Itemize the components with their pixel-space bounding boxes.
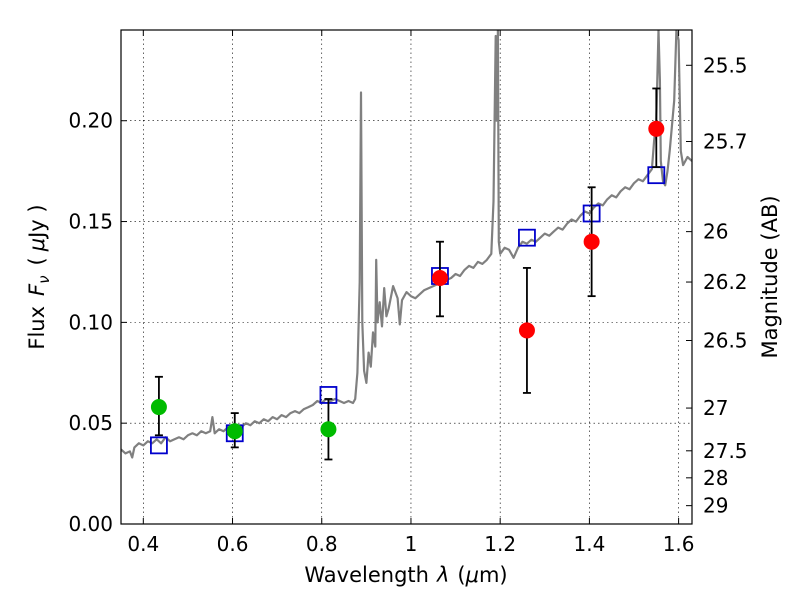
x-tick-label: 0.6	[217, 532, 249, 556]
mag-tick-label: 28	[703, 466, 728, 490]
observed-point	[226, 423, 243, 440]
spectrum-layer	[121, 30, 692, 459]
y-axis-label: FluxFν(μJy )	[25, 204, 53, 349]
ticks-layer: 0.4 0.6 0.8 1 1.2 1.4 1.6 0.00 0.05 0.10 0.15 0.20 2…	[68, 30, 748, 556]
x-tick-label: 1.2	[484, 532, 516, 556]
plot-background	[121, 30, 692, 524]
y-tick-label: 0.20	[68, 109, 113, 133]
y-tick-label: 0.00	[68, 512, 113, 536]
observed-point	[648, 120, 665, 137]
mag-tick-label: 27	[703, 396, 728, 420]
plot-frame	[120, 29, 693, 525]
mag-tick-label: 27.5	[703, 439, 748, 463]
mag-tick-label: 25.7	[703, 130, 748, 154]
y-tick-label: 0.10	[68, 310, 113, 334]
model-photometry-square	[150, 436, 168, 455]
observed-point	[320, 421, 337, 438]
x-tick-label: 0.8	[306, 532, 338, 556]
x-tick-label: 1.4	[573, 532, 605, 556]
observed-point	[431, 270, 448, 287]
observed-point	[518, 322, 535, 339]
points-layer	[150, 87, 666, 461]
x-tick-label: 1	[405, 532, 418, 556]
observed-point	[583, 233, 600, 250]
mag-tick-label: 26.5	[703, 329, 748, 353]
x-tick-label: 1.6	[663, 532, 695, 556]
y-tick-label: 0.05	[68, 411, 113, 435]
y-tick-label: 0.15	[68, 210, 113, 234]
mag-tick-label: 26.2	[703, 270, 748, 294]
observed-point	[150, 399, 167, 416]
x-tick-label: 0.4	[127, 532, 159, 556]
y2-axis-label: Magnitude (AB)	[758, 195, 782, 358]
mag-tick-label: 25.5	[703, 53, 748, 77]
model-photometry-square	[518, 228, 536, 247]
spectrum-line	[121, 30, 692, 459]
mag-tick-label: 26	[703, 220, 728, 244]
mag-tick-label: 29	[703, 494, 728, 518]
x-axis-label: Wavelength λ (μm)	[304, 563, 507, 587]
